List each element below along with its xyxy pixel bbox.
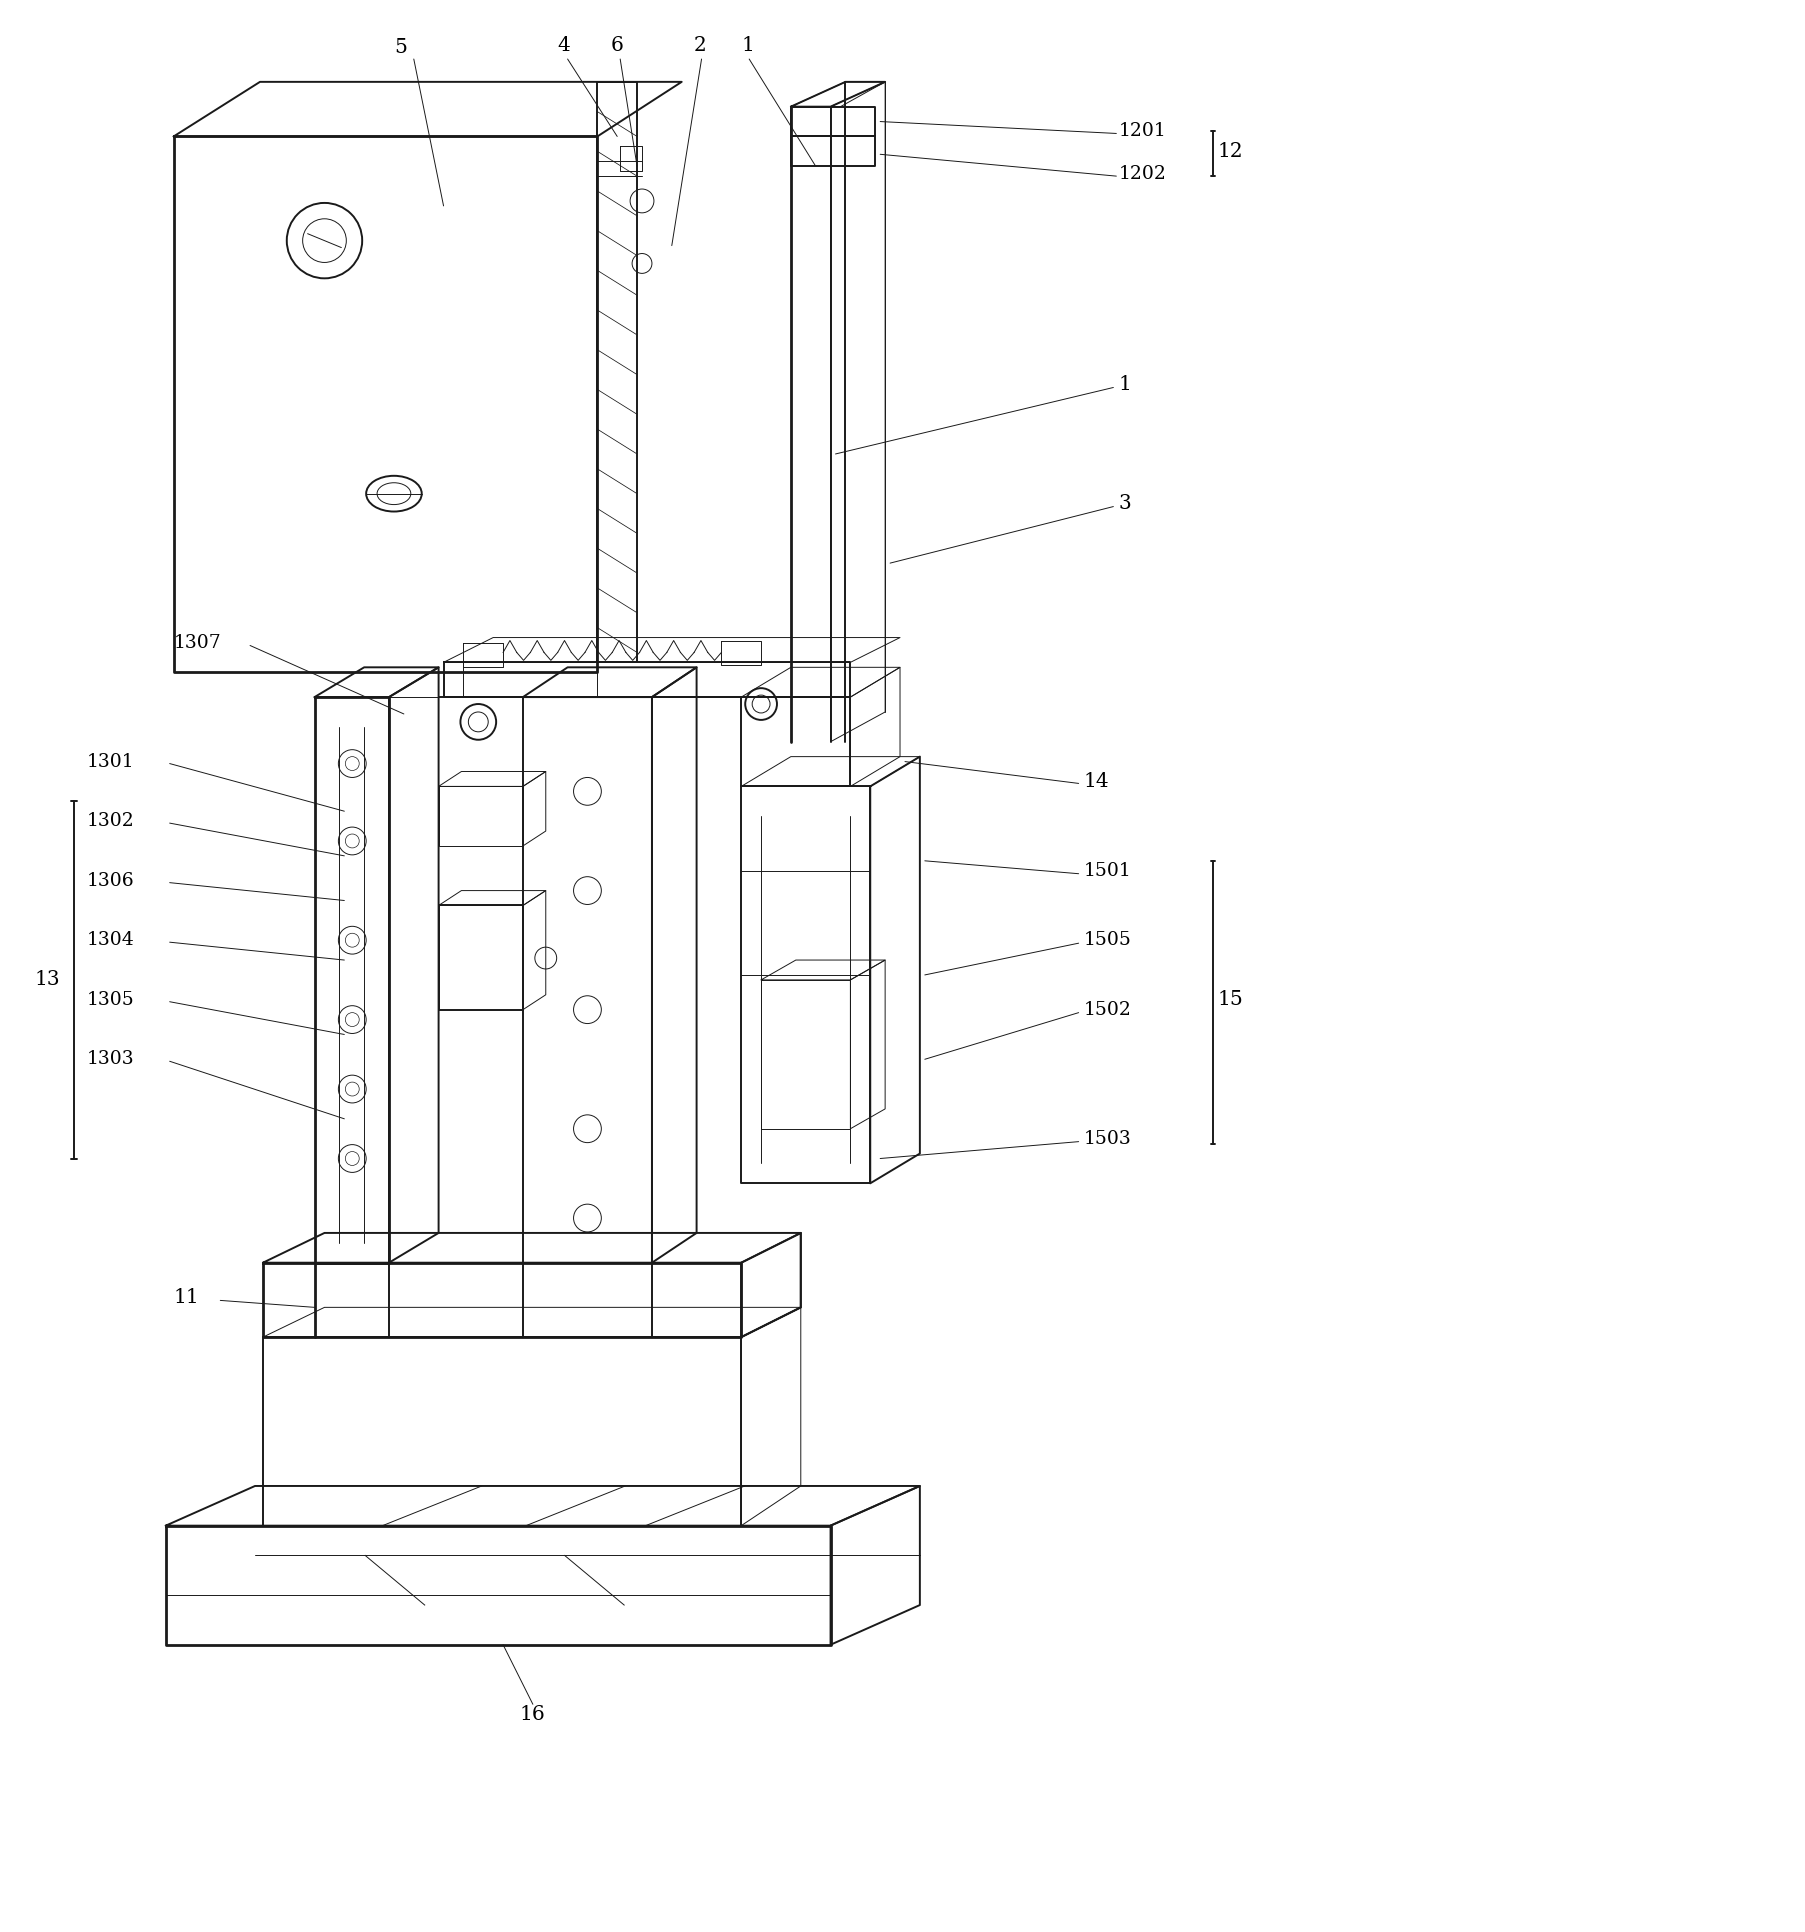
Text: 2: 2 xyxy=(693,35,706,54)
Text: 1: 1 xyxy=(1119,375,1132,394)
Text: 1303: 1303 xyxy=(87,1051,134,1068)
Text: 1306: 1306 xyxy=(87,871,134,889)
Text: 4: 4 xyxy=(558,35,570,54)
Text: 1505: 1505 xyxy=(1083,931,1132,949)
Text: 6: 6 xyxy=(610,35,623,54)
Text: 5: 5 xyxy=(393,37,406,56)
Text: 1502: 1502 xyxy=(1083,1001,1132,1018)
Text: 1501: 1501 xyxy=(1083,862,1132,879)
Text: 1305: 1305 xyxy=(87,991,134,1009)
Text: 15: 15 xyxy=(1218,991,1244,1009)
Text: 1201: 1201 xyxy=(1119,122,1166,141)
Text: 3: 3 xyxy=(1119,495,1132,514)
Text: 12: 12 xyxy=(1218,141,1244,160)
Text: 16: 16 xyxy=(520,1704,545,1723)
Text: 13: 13 xyxy=(34,970,60,989)
Text: 11: 11 xyxy=(173,1289,199,1306)
Text: 1304: 1304 xyxy=(87,931,134,949)
Text: 1301: 1301 xyxy=(87,753,134,771)
Text: 1503: 1503 xyxy=(1083,1130,1132,1148)
Text: 1307: 1307 xyxy=(173,634,222,651)
Text: 1202: 1202 xyxy=(1119,164,1166,184)
Text: 1: 1 xyxy=(742,35,754,54)
Text: 1302: 1302 xyxy=(87,811,134,831)
Text: 14: 14 xyxy=(1083,773,1110,790)
